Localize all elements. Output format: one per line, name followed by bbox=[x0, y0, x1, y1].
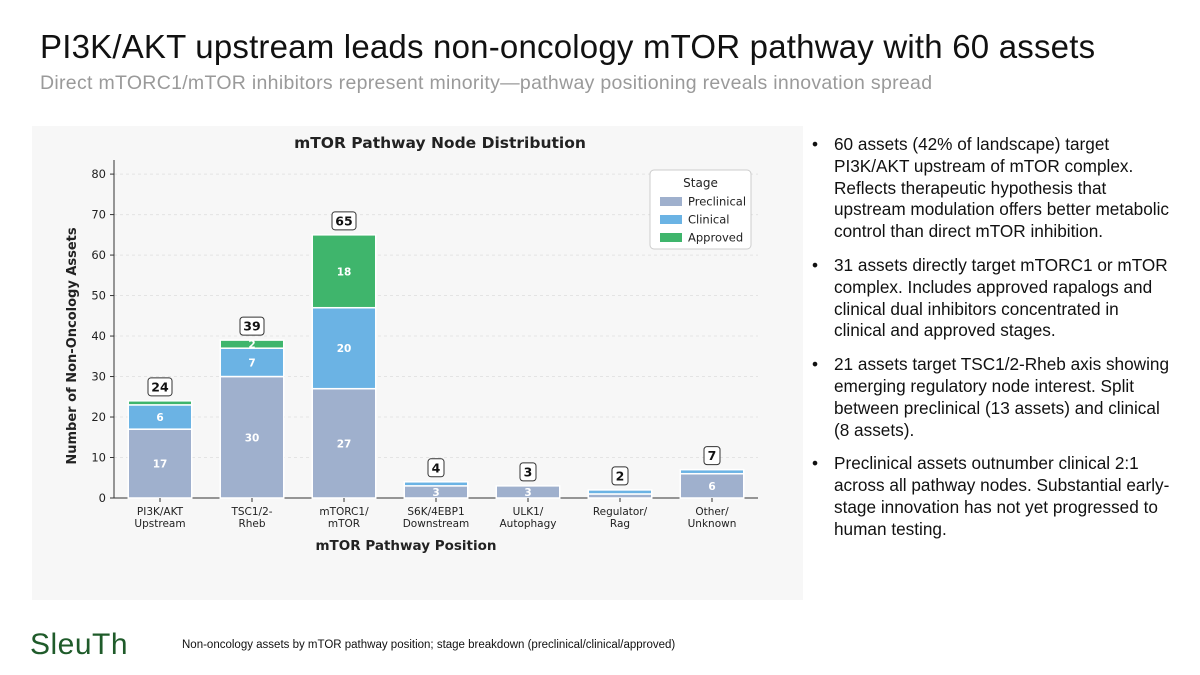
total-label-box bbox=[147, 377, 173, 397]
stacked-bar-chart: mTOR Pathway Node Distribution 0 10 20 30 40 5… bbox=[65, 134, 758, 554]
insight-text: Preclinical assets outnumber clinical 2:… bbox=[834, 453, 1170, 539]
total-label-box bbox=[239, 316, 265, 336]
y-tick-label: 60 bbox=[91, 248, 106, 262]
insight-item: • Preclinical assets outnumber clinical 2… bbox=[812, 453, 1172, 540]
segment-label: 6 bbox=[708, 481, 715, 493]
segment-label: 3 bbox=[432, 487, 439, 499]
chart-panel: mTOR Pathway Node Distribution 0 10 20 30 40 5… bbox=[32, 126, 803, 600]
x-tick-label: Rheb bbox=[238, 518, 265, 530]
x-tick-label: mTOR bbox=[328, 518, 360, 530]
y-tick-label: 30 bbox=[91, 370, 106, 384]
legend-swatch-clinical bbox=[660, 215, 682, 224]
y-tick-label: 70 bbox=[91, 208, 106, 222]
x-tick-label: ULK1/ bbox=[513, 506, 544, 518]
x-tick-label: Regulator/ bbox=[593, 506, 648, 518]
x-axis-label: mTOR Pathway Position bbox=[315, 538, 496, 554]
segment-label: 20 bbox=[337, 343, 352, 355]
insight-text: 60 assets (42% of landscape) target PI3K… bbox=[834, 134, 1170, 242]
x-tick-label: Autophagy bbox=[499, 518, 556, 530]
legend-swatch-approved bbox=[660, 233, 682, 242]
legend-title: Stage bbox=[683, 176, 718, 190]
legend-label: Clinical bbox=[688, 213, 729, 227]
total-label: 4 bbox=[432, 460, 441, 475]
total-label-box bbox=[427, 458, 445, 478]
y-tick-label: 20 bbox=[91, 410, 106, 424]
bar-segment-clinical bbox=[679, 468, 745, 475]
bar-segment-clinical bbox=[219, 347, 285, 378]
segment-label: 2 bbox=[248, 339, 255, 351]
x-tick-label: Rag bbox=[610, 518, 630, 530]
total-label-box bbox=[519, 462, 537, 482]
x-tick-label: mTORC1/ bbox=[319, 506, 369, 518]
page-subtitle: Direct mTORC1/mTOR inhibitors represent … bbox=[40, 72, 933, 94]
legend-label: Approved bbox=[688, 231, 743, 245]
legend-swatch-preclinical bbox=[660, 197, 682, 206]
y-axis-label: Number of Non-Oncology Assets bbox=[65, 227, 80, 465]
x-tick-label: Upstream bbox=[134, 518, 185, 530]
bar-segment-approved bbox=[219, 339, 285, 349]
y-tick-label: 80 bbox=[91, 167, 106, 181]
x-tick-label: S6K/4EBP1 bbox=[407, 506, 464, 518]
total-label: 7 bbox=[708, 448, 717, 463]
y-tick-label: 10 bbox=[91, 451, 106, 465]
segment-label: 17 bbox=[153, 459, 168, 471]
chart-title: mTOR Pathway Node Distribution bbox=[294, 134, 586, 152]
bullet-marker: • bbox=[812, 134, 819, 154]
bar-segment-clinical bbox=[587, 489, 653, 495]
x-tick-label: PI3K/AKT bbox=[137, 506, 184, 518]
segment-label: 30 bbox=[245, 432, 260, 444]
sleuth-logo: SleuTh bbox=[30, 628, 129, 661]
insight-item: • 31 assets directly target mTORC1 or mTO… bbox=[812, 255, 1172, 342]
bullet-marker: • bbox=[812, 254, 819, 275]
bar-segment-approved bbox=[311, 234, 377, 309]
bar-segment-clinical bbox=[403, 481, 469, 487]
bullet-marker: • bbox=[812, 354, 819, 375]
x-tick-label: Other/ bbox=[695, 506, 729, 518]
total-label: 39 bbox=[243, 319, 260, 334]
total-label-box bbox=[331, 211, 357, 231]
bar-segment-preclinical bbox=[679, 472, 745, 499]
x-tick-label: Unknown bbox=[688, 518, 737, 530]
x-tick-label: Downstream bbox=[403, 518, 470, 530]
total-label: 65 bbox=[335, 213, 352, 228]
segment-label: 18 bbox=[337, 266, 352, 278]
insight-text: 31 assets directly target mTORC1 or mTOR… bbox=[834, 254, 1168, 341]
total-label: 3 bbox=[524, 464, 533, 479]
insight-text: 21 assets target TSC1/2-Rheb axis showin… bbox=[834, 354, 1170, 440]
total-label-box bbox=[703, 446, 721, 466]
segment-label: 6 bbox=[156, 412, 163, 424]
bullet-marker: • bbox=[812, 453, 819, 474]
y-tick-label: 0 bbox=[99, 491, 106, 505]
total-label: 24 bbox=[151, 379, 169, 394]
x-tick-label: TSC1/2- bbox=[230, 506, 272, 518]
bar-segment-clinical bbox=[311, 306, 377, 390]
insight-item: • 21 assets target TSC1/2-Rheb axis showi… bbox=[812, 354, 1172, 441]
legend-box bbox=[649, 169, 752, 250]
total-label-box bbox=[611, 466, 629, 486]
y-tick-label: 50 bbox=[91, 289, 106, 303]
segment-label: 7 bbox=[248, 357, 255, 369]
y-tick-label: 40 bbox=[91, 329, 106, 343]
insight-item: • 60 assets (42% of landscape) target PI3… bbox=[812, 134, 1172, 243]
total-label: 2 bbox=[616, 468, 625, 483]
bar-segment-approved bbox=[127, 400, 193, 406]
legend-label: Preclinical bbox=[688, 195, 746, 209]
footnote: Non-oncology assets by mTOR pathway posi… bbox=[182, 639, 676, 651]
insights-list: • 60 assets (42% of landscape) target PI3… bbox=[812, 134, 1172, 553]
segment-label: 27 bbox=[337, 438, 352, 450]
page-title: PI3K/AKT upstream leads non-oncology mTO… bbox=[40, 28, 1096, 65]
segment-label: 3 bbox=[524, 487, 531, 499]
